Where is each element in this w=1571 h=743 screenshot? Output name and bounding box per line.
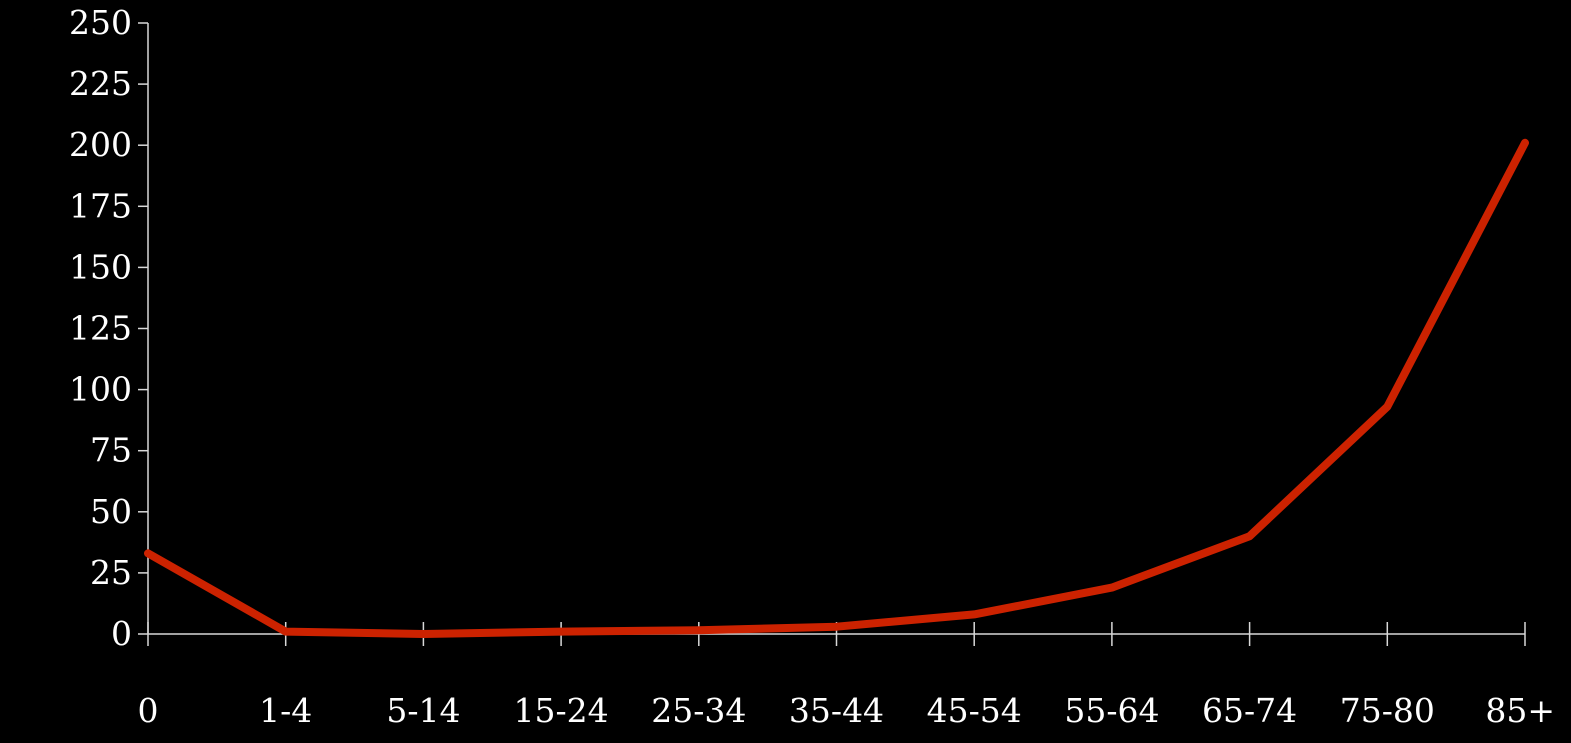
x-tick-label: 55-64 [1064,691,1159,730]
x-tick-label: 1-4 [259,691,312,730]
x-tick-label: 85+ [1485,691,1555,730]
x-tick-label: 35-44 [789,691,884,730]
x-tick-label: 15-24 [514,691,609,730]
x-tick-label: 45-54 [927,691,1022,730]
x-tick-label: 75-80 [1340,691,1435,730]
series-line [144,138,1529,638]
y-tick-label: 25 [90,553,132,592]
x-tick-label: 5-14 [386,691,460,730]
y-tick-label: 250 [69,3,132,42]
y-axis: 0 25 50 75 100 125 150 175 200 225 250 [69,3,149,653]
series-layer [144,138,1529,638]
y-tick-label: 0 [111,614,132,653]
y-tick-label: 200 [69,125,132,164]
x-tick-label: 65-74 [1202,691,1297,730]
y-tick-label: 125 [69,309,132,348]
y-tick-label: 100 [69,370,132,409]
y-tick-label: 175 [69,186,132,225]
y-tick-label: 50 [90,492,132,531]
x-axis: 0 1-4 5-14 15-24 25-34 35-44 45-54 55-64 65-74 75… [138,622,1555,730]
y-tick-label: 75 [90,431,132,470]
y-tick-label: 225 [69,64,132,103]
x-tick-label: 0 [138,691,159,730]
x-tick-label: 25-34 [651,691,746,730]
y-tick-label: 150 [69,247,132,286]
